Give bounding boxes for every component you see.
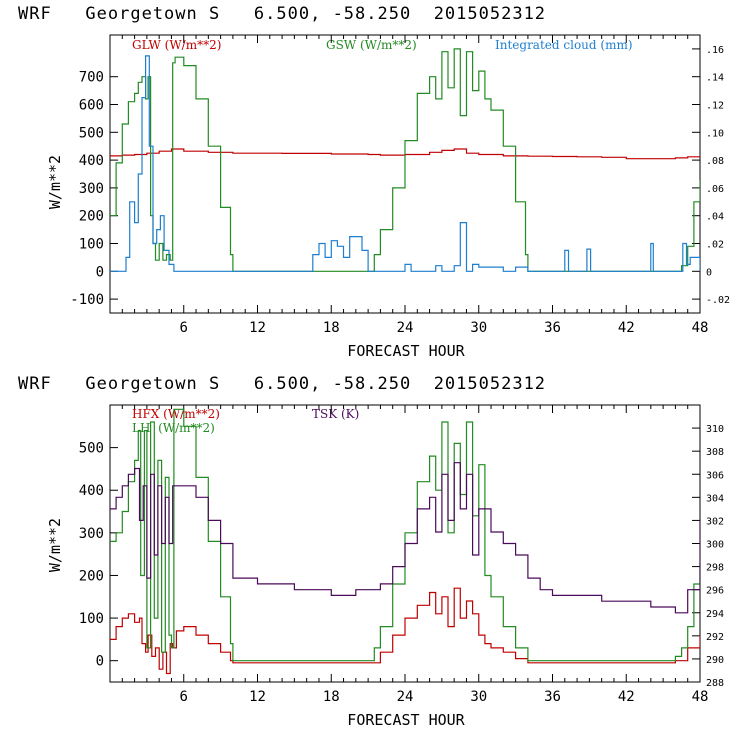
y-tick-label: 0 [96, 264, 104, 280]
y2-tick-label: 288 [706, 678, 724, 689]
y2-tick-label: .12 [706, 101, 724, 112]
x-tick-label: 18 [323, 320, 340, 336]
y2-tick-label: 302 [706, 516, 724, 527]
y2-tick-label: 304 [706, 493, 724, 504]
legend-gsw: GSW (W/m**2) [326, 38, 417, 52]
x-tick-label: 24 [397, 689, 414, 705]
y2-tick-label: 292 [706, 632, 724, 643]
y-tick-label: 400 [79, 153, 104, 169]
legend-tsk: TSK (K) [312, 407, 359, 421]
y2-tick-label: 308 [706, 447, 724, 458]
y-tick-label: -100 [70, 292, 104, 308]
y-tick-label: 300 [79, 181, 104, 197]
y-tick-label: 700 [79, 70, 104, 86]
y2-tick-label: .06 [706, 184, 724, 195]
y-tick-label: 200 [79, 568, 104, 584]
y2-tick-label: .14 [706, 73, 724, 84]
chart-title-1: WRF Georgetown S 6.500, -58.250 20150523… [18, 4, 546, 24]
plot-area-2: 6 12 18 24 30 36 42 48 0 100 200 300 400 500 288 290 292… [79, 404, 724, 705]
x-tick-label: 30 [470, 320, 487, 336]
y2-tick-label: .10 [706, 128, 724, 139]
series-line-tsk [110, 462, 700, 614]
x-tick-label: 42 [618, 320, 635, 336]
chart-panel-2: WRF Georgetown S 6.500, -58.250 20150523… [18, 374, 724, 729]
chart-title-2: WRF Georgetown S 6.500, -58.250 20150523… [18, 374, 546, 394]
x-tick-label: 24 [397, 320, 414, 336]
x-axis-label-2: FORECAST HOUR [347, 711, 465, 729]
y-axis-label-2: W/m**2 [46, 518, 64, 572]
x-tick-label: 12 [249, 689, 266, 705]
x-tick-label: 48 [692, 689, 709, 705]
x-tick-label: 18 [323, 689, 340, 705]
chart-panel-1: WRF Georgetown S 6.500, -58.250 20150523… [18, 4, 730, 360]
x-axis-label-1: FORECAST HOUR [347, 342, 465, 360]
x-tick-label: 30 [470, 689, 487, 705]
plot-area-1: 6 12 18 24 30 36 42 48 -100 0 100 200 300 400 500 600 70… [70, 34, 730, 336]
y2-tick-label: 290 [706, 655, 724, 666]
y-tick-label: 100 [79, 611, 104, 627]
y2-tick-label: 0 [706, 267, 712, 278]
legend-hfx: HFX (W/m**2) [132, 407, 220, 421]
legend-integrated-cloud: Integrated cloud (mm) [495, 38, 633, 52]
y-tick-label: 300 [79, 526, 104, 542]
series-line-lh [110, 408, 700, 662]
y2-tick-label: .02 [706, 240, 724, 251]
y2-tick-label: .04 [706, 212, 724, 223]
y-tick-label: 500 [79, 441, 104, 457]
y-tick-label: 600 [79, 98, 104, 114]
y2-tick-label: 306 [706, 470, 724, 481]
x-tick-label: 36 [544, 689, 561, 705]
y2-tick-label: .16 [706, 45, 724, 56]
y-tick-label: 500 [79, 125, 104, 141]
y2-tick-label: 310 [706, 424, 724, 435]
x-tick-label: 36 [544, 320, 561, 336]
series-line-gsw [110, 48, 700, 272]
x-tick-label: 6 [180, 689, 188, 705]
y2-tick-label: .08 [706, 156, 724, 167]
legend-glw: GLW (W/m**2) [132, 38, 221, 52]
y2-tick-label: 296 [706, 586, 724, 597]
y-axis-label-1: W/m**2 [46, 155, 64, 209]
y-tick-label: 200 [79, 209, 104, 225]
x-tick-label: 6 [180, 320, 188, 336]
y2-tick-label: 300 [706, 540, 724, 551]
y2-tick-label: 298 [706, 563, 724, 574]
y2-tick-label: 294 [706, 609, 724, 620]
series-line-integrated-cloud [110, 55, 700, 272]
x-tick-label: 12 [249, 320, 266, 336]
x-tick-label: 48 [692, 320, 709, 336]
y-tick-label: 400 [79, 483, 104, 499]
y-tick-label: 100 [79, 237, 104, 253]
y-tick-label: 0 [96, 654, 104, 670]
y2-tick-label: -.02 [706, 295, 730, 306]
series-line-hfx [110, 587, 700, 675]
x-tick-label: 42 [618, 689, 635, 705]
